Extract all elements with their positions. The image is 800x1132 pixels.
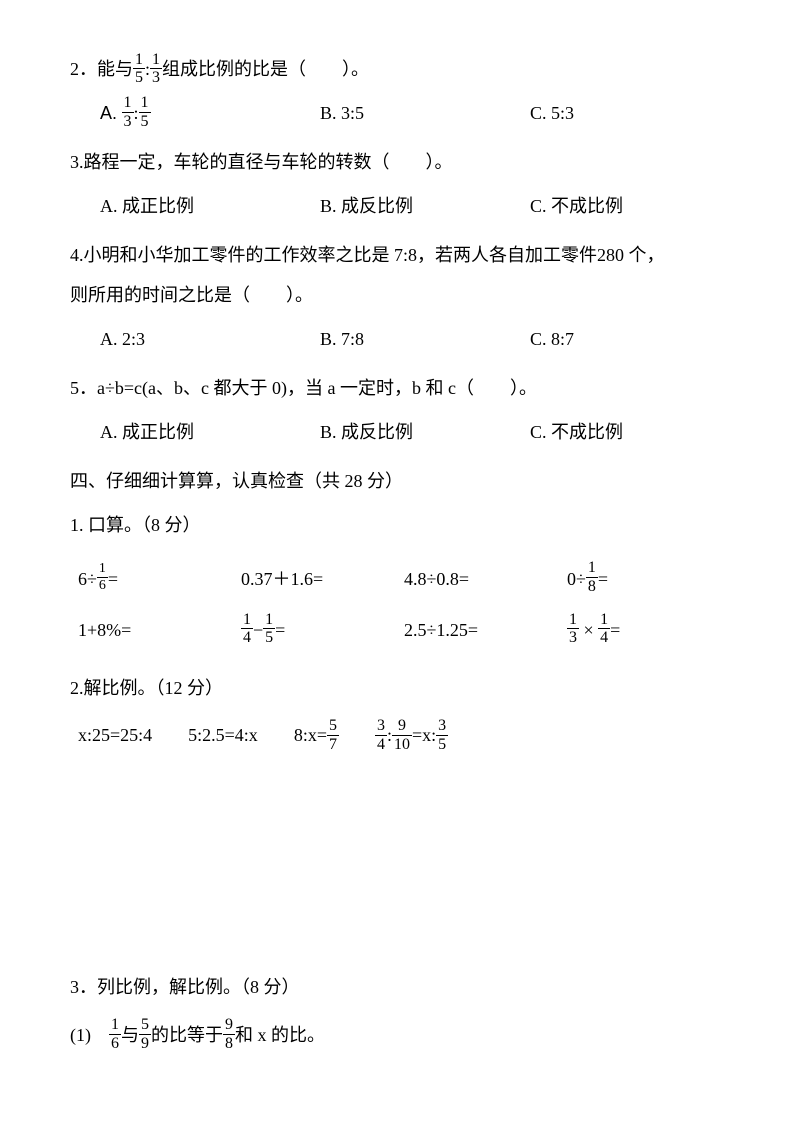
fraction-1-3: 13	[122, 94, 134, 130]
fraction-1-4: 14	[598, 611, 610, 647]
fraction-5-9: 59	[139, 1016, 151, 1052]
q5-option-b: B. 成反比例	[320, 413, 530, 453]
section-4-sub1: 1. 口算。（8 分）	[70, 506, 730, 546]
q3-options: A. 成正比例 B. 成反比例 C. 不成比例	[70, 187, 730, 227]
q5-options: A. 成正比例 B. 成反比例 C. 不成比例	[70, 413, 730, 453]
q4-option-b: B. 7:8	[320, 320, 530, 360]
q3-option-c: C. 不成比例	[530, 187, 710, 227]
q5-option-c: C. 不成比例	[530, 413, 710, 453]
solve-proportion-grid: x:25=25:4 5:2.5=4:x 8:x=57 34:910=x:35	[70, 716, 730, 756]
calc-item-1: 6÷16=	[78, 554, 241, 606]
fraction-1-8: 18	[586, 559, 598, 595]
calc-item-7: 2.5÷1.25=	[404, 605, 567, 657]
q3-text: 3.路程一定，车轮的直径与车轮的转数（ ）。	[70, 152, 453, 172]
fraction-1-3: 13	[567, 611, 579, 647]
fraction-1-3: 13	[150, 51, 162, 87]
solve-item-4: 34:910=x:35	[375, 716, 484, 756]
section-4-sub3: 3．列比例，解比例。（8 分）	[70, 968, 730, 1008]
section-4-title: 四、仔细细计算算，认真检查（共 28 分）	[70, 462, 730, 502]
calc-item-2: 0.37＋1.6=	[241, 554, 404, 606]
solve-item-2: 5:2.5=4:x	[188, 716, 294, 756]
q4-line2: 则所用的时间之比是（ ）。	[70, 276, 730, 316]
fraction-9-10: 910	[392, 717, 412, 753]
question-4: 4.小明和小华加工零件的工作效率之比是 7:8，若两人各自加工零件280 个， …	[70, 236, 730, 315]
q4-option-c: C. 8:7	[530, 320, 710, 360]
fraction-1-5: 15	[133, 51, 145, 87]
problem-3-1: (1) 16与59的比等于98和 x 的比。	[70, 1016, 730, 1056]
fraction-3-5: 35	[436, 717, 448, 753]
fraction-1-5: 15	[263, 611, 275, 647]
fraction-1-5: 15	[139, 94, 151, 130]
q2-text-mid: 组成比例的比是（ ）。	[162, 59, 369, 79]
calc-item-5: 1+8%=	[78, 605, 241, 657]
q2-option-a: A. 13:15	[100, 94, 320, 134]
q5-text: 5．a÷b=c(a、b、c 都大于 0)，当 a 一定时，b 和 c（ ）。	[70, 378, 537, 398]
fraction-1-4: 14	[241, 611, 253, 647]
fraction-9-8: 98	[223, 1016, 235, 1052]
q2-option-b: B. 3:5	[320, 94, 530, 134]
solve-item-1: x:25=25:4	[78, 716, 188, 756]
q2-option-c: C. 5:3	[530, 94, 710, 134]
solve-item-3: 8:x=57	[294, 716, 375, 756]
fraction-1-6: 16	[109, 1016, 121, 1052]
mental-calc-grid: 6÷16= 0.37＋1.6= 4.8÷0.8= 0÷18= 1+8%= 14−…	[70, 554, 730, 657]
blank-workspace	[70, 768, 730, 968]
calc-item-6: 14−15=	[241, 605, 404, 657]
q3-option-a: A. 成正比例	[100, 187, 320, 227]
fraction-3-4: 34	[375, 717, 387, 753]
fraction-5-7: 57	[327, 717, 339, 753]
fraction-1-6: 16	[97, 561, 108, 593]
question-2: 2．能与15:13组成比例的比是（ ）。	[70, 50, 730, 90]
calc-item-8: 13 × 14=	[567, 605, 730, 657]
section-4-sub2: 2.解比例。（12 分）	[70, 669, 730, 709]
calc-item-3: 4.8÷0.8=	[404, 554, 567, 606]
q3-option-b: B. 成反比例	[320, 187, 530, 227]
question-5: 5．a÷b=c(a、b、c 都大于 0)，当 a 一定时，b 和 c（ ）。	[70, 369, 730, 409]
q4-options: A. 2:3 B. 7:8 C. 8:7	[70, 320, 730, 360]
calc-item-4: 0÷18=	[567, 554, 730, 606]
q4-option-a: A. 2:3	[100, 320, 320, 360]
question-3: 3.路程一定，车轮的直径与车轮的转数（ ）。	[70, 143, 730, 183]
q2-text-pre: 2．能与	[70, 59, 133, 79]
q5-option-a: A. 成正比例	[100, 413, 320, 453]
q4-line1: 4.小明和小华加工零件的工作效率之比是 7:8，若两人各自加工零件280 个，	[70, 236, 730, 276]
q2-options: A. 13:15 B. 3:5 C. 5:3	[70, 94, 730, 134]
